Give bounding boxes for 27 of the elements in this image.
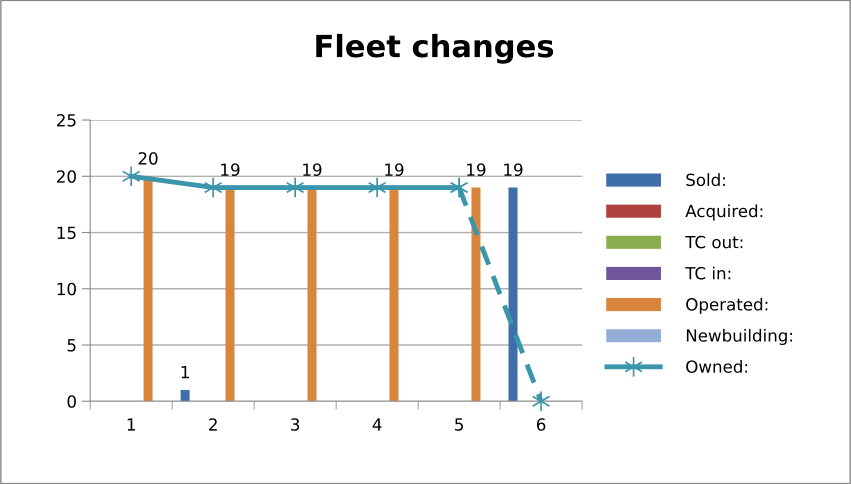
legend-label: TC out:	[685, 236, 742, 248]
x-tick-label: 1	[128, 418, 135, 431]
legend-label: Operated:	[686, 298, 768, 314]
legend-label: TC in:	[685, 266, 730, 280]
data-label: 19	[221, 163, 240, 176]
data-label: 19	[385, 163, 404, 176]
legend-label: Acquired:	[685, 204, 762, 220]
legend-label: Newbuilding:	[686, 328, 792, 346]
x-tick-label: 6	[536, 418, 546, 431]
data-label: 1	[182, 366, 189, 378]
chart-title: Fleet changes	[316, 34, 554, 64]
x-tick-label: 3	[291, 418, 300, 431]
y-tick-label: 20	[57, 170, 76, 183]
x-tick-label: 5	[455, 418, 463, 431]
data-label: 19	[504, 163, 522, 176]
data-label: 19	[467, 163, 486, 176]
data-label: 20	[138, 152, 158, 165]
y-tick-label: 15	[58, 226, 76, 240]
legend-label: Owned:	[686, 360, 748, 373]
y-tick-label: 25	[57, 114, 76, 127]
y-tick-label: 0	[68, 395, 76, 408]
x-tick-label: 2	[209, 418, 217, 431]
y-tick-label: 5	[68, 339, 76, 352]
data-label: 19	[303, 163, 322, 176]
x-tick-label: 4	[372, 418, 382, 431]
y-tick-label: 10	[58, 282, 76, 296]
legend-label: Sold:	[686, 173, 725, 186]
